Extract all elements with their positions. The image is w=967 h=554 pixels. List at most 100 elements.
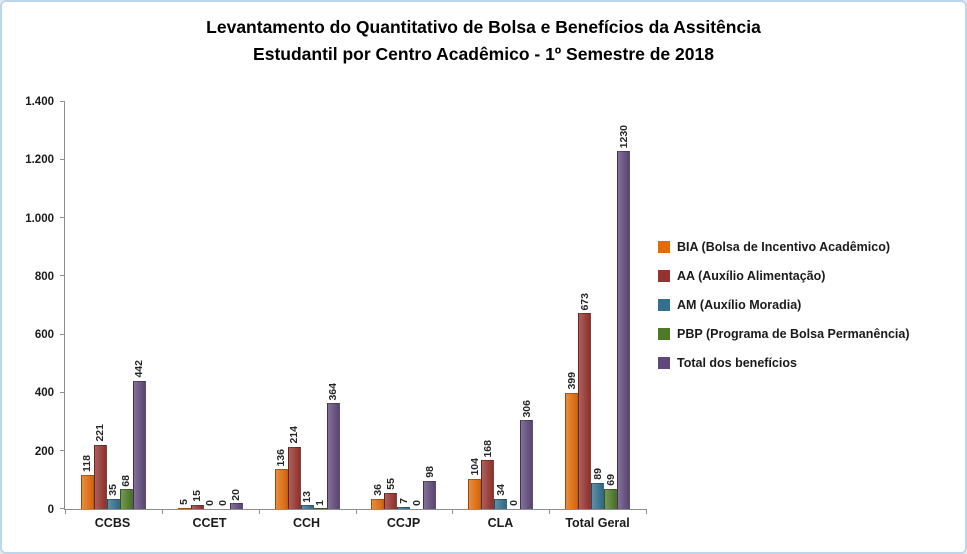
- bar-column: 442: [132, 102, 146, 509]
- bar: [617, 151, 631, 509]
- bar: [423, 480, 437, 509]
- legend-item: Total dos benefícios: [658, 356, 958, 370]
- y-axis-tick-mark: [60, 449, 65, 451]
- bar-value-label: 34: [494, 484, 507, 497]
- bar-column: 7: [397, 102, 411, 509]
- bar-value-label: 442: [133, 359, 146, 378]
- y-axis: 0 200 400 600 800 1.000 1.200 1.400: [10, 96, 62, 516]
- bar-column: 214: [287, 102, 301, 509]
- bar-value-label: 35: [107, 484, 120, 496]
- bar-column: 364: [326, 102, 340, 509]
- bar-column: 89: [591, 102, 605, 509]
- bar-column: 0: [507, 102, 520, 509]
- legend-swatch-icon: [658, 270, 670, 282]
- legend-item: BIA (Bolsa de Incentivo Acadêmico): [658, 240, 958, 254]
- bar-value-label: 15: [190, 489, 203, 502]
- bar-column: 0: [204, 102, 217, 509]
- bar: [177, 507, 191, 509]
- chart-title: Levantamento do Quantitativo de Bolsa e …: [2, 14, 965, 68]
- y-axis-tick-label: 800: [34, 270, 54, 283]
- bar-value-label: 7: [397, 498, 410, 504]
- bar-column: 104: [468, 102, 482, 509]
- category-label: CCJP: [386, 516, 421, 530]
- bar: [481, 460, 495, 509]
- bar-value-label: 20: [229, 488, 242, 501]
- bar-column: 15: [190, 102, 204, 509]
- x-axis-tick-mark: [65, 509, 66, 514]
- bar-value-label: 36: [371, 483, 384, 496]
- bar-value-label: 306: [520, 399, 533, 418]
- bar: [106, 498, 120, 509]
- x-axis: CCBS CCET CCH CCJP CLA Total Geral: [64, 516, 646, 538]
- bar-value-label: 68: [120, 474, 133, 487]
- bar-value-label: 136: [274, 448, 287, 467]
- bar-column: 98: [423, 102, 437, 509]
- y-axis-tick-mark: [60, 508, 65, 509]
- bar-column: 118: [80, 102, 94, 509]
- bar: [326, 403, 340, 509]
- bar-value-label: 89: [591, 468, 604, 481]
- y-axis-tick-mark: [60, 333, 65, 335]
- bar: [80, 474, 94, 509]
- y-axis-tick-mark: [60, 217, 65, 219]
- bar-value-label: 0: [203, 500, 216, 506]
- legend-label: Total dos benefícios: [677, 356, 797, 370]
- y-axis-tick-mark: [60, 101, 65, 102]
- legend-swatch-icon: [658, 241, 670, 253]
- y-axis-tick-mark: [60, 275, 65, 277]
- bar-column: 34: [494, 102, 508, 509]
- plot-area: 118 221 35 68 442 5 15 0 0 20 136 214 13 1 364 36 55 7 0 98…: [60, 101, 647, 514]
- y-axis-tick-label: 1.000: [25, 212, 54, 225]
- bar-column: 35: [106, 102, 120, 509]
- bar-group: 136 214 13 1 364: [259, 102, 356, 509]
- bar: [132, 380, 146, 509]
- bar-value-label: 214: [287, 426, 300, 444]
- category-label: Total Geral: [565, 516, 630, 530]
- bar-value-label: 399: [565, 372, 578, 391]
- x-axis-tick-mark: [549, 509, 551, 514]
- bar-column: 36: [371, 102, 385, 509]
- bar: [93, 444, 107, 509]
- y-axis-tick-label: 1.400: [25, 96, 54, 108]
- chart-title-line-2: Estudantil por Centro Acadêmico - 1º Sem…: [253, 44, 714, 65]
- category-label: CCBS: [94, 516, 131, 530]
- legend-item: AA (Auxílio Alimentação): [658, 269, 958, 283]
- bar-value-label: 0: [507, 500, 520, 506]
- bar: [397, 506, 411, 509]
- bar-value-label: 1: [313, 499, 326, 506]
- legend-label: PBP (Programa de Bolsa Permanência): [677, 327, 910, 341]
- legend-item: AM (Auxílio Moradia): [658, 298, 958, 312]
- bar-column: 0: [217, 102, 230, 509]
- bar-column: 13: [300, 102, 314, 509]
- bar: [494, 499, 508, 509]
- legend-swatch-icon: [658, 357, 670, 369]
- bar: [274, 469, 288, 509]
- y-axis-tick-label: 200: [34, 445, 54, 458]
- bar-value-label: 168: [481, 439, 494, 458]
- legend-swatch-icon: [658, 328, 670, 340]
- bar-value-label: 69: [604, 474, 617, 486]
- x-axis-tick-mark: [161, 509, 163, 514]
- bar-value-label: 13: [300, 490, 313, 503]
- bar-group: 36 55 7 0 98: [355, 102, 452, 509]
- y-axis-tick-mark: [60, 159, 65, 161]
- bar-value-label: 98: [423, 465, 436, 478]
- legend-label: AA (Auxílio Alimentação): [677, 269, 826, 283]
- bar: [229, 503, 243, 509]
- bar-column: 1: [313, 102, 327, 509]
- bar: [300, 505, 314, 509]
- legend-label: BIA (Bolsa de Incentivo Acadêmico): [677, 240, 891, 254]
- bar-value-label: 364: [326, 382, 339, 401]
- y-axis-tick-label: 400: [34, 387, 54, 400]
- legend: BIA (Bolsa de Incentivo Acadêmico) AA (Au…: [658, 240, 958, 385]
- bar-column: 306: [520, 102, 534, 509]
- x-axis-tick-mark: [355, 509, 357, 514]
- bar-column: 0: [410, 102, 423, 509]
- bar-value-label: 673: [578, 292, 591, 311]
- bar-value-label: 55: [384, 478, 397, 491]
- bar-value-label: 221: [94, 424, 107, 442]
- bar-value-label: 104: [468, 458, 481, 476]
- bar-column: 136: [274, 102, 288, 509]
- x-axis-tick-mark: [646, 509, 647, 514]
